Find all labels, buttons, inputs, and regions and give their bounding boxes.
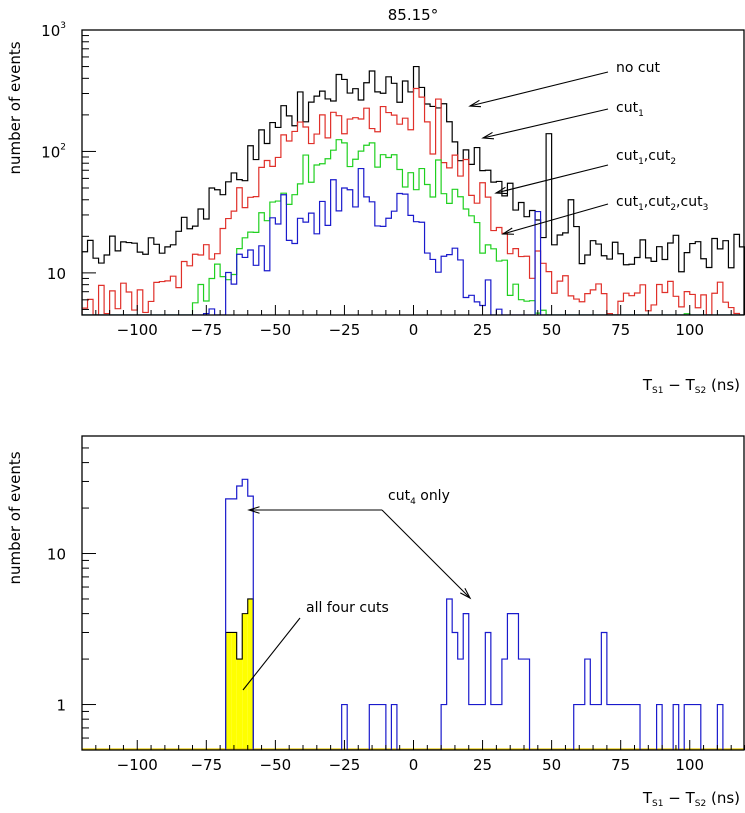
annotation-label: cut1,cut2,cut3 — [616, 194, 708, 213]
top-plot-area — [81, 29, 745, 316]
x-tick-label: −100 — [117, 756, 158, 774]
annotation-line — [242, 617, 301, 691]
x-tick-label: −75 — [190, 756, 222, 774]
x-tick-label: 50 — [542, 321, 561, 339]
plot-frame — [81, 435, 745, 751]
annotation-arrow — [495, 164, 609, 194]
bar-all-four-cuts — [225, 632, 232, 750]
annotation-arrow-head — [468, 99, 482, 108]
annotation-label: cut4 only — [388, 488, 450, 507]
top-y-tick-labels: 10 102 103 — [41, 21, 66, 283]
bar-all-four-cuts — [231, 632, 237, 750]
annotation-arrow — [469, 71, 609, 107]
annotation-arrow-head — [501, 227, 515, 235]
annotation-label: cut1 — [616, 100, 644, 119]
x-tick-label: 0 — [409, 756, 419, 774]
bottom-y-tick-labels: 1 10 — [47, 546, 66, 715]
bottom-plot-area — [81, 435, 745, 751]
bar-all-four-cuts — [242, 613, 248, 750]
annotation-arrow — [381, 509, 471, 599]
histogram-cut4-only — [225, 478, 724, 750]
x-tick-label: 50 — [542, 756, 561, 774]
annotation-arrow-head — [494, 186, 508, 195]
annotation-arrow — [502, 203, 609, 235]
bottom-y-axis-label: number of events — [6, 451, 24, 584]
histogram-cut1 — [82, 87, 745, 315]
bar-all-four-cuts — [236, 659, 243, 750]
annotation-arrow-head — [247, 506, 260, 514]
bottom-annotations: cut4 only all four cuts — [242, 488, 472, 691]
x-tick-label: 25 — [473, 756, 492, 774]
histogram-cut1-cut2 — [82, 139, 745, 315]
annotation-label: all four cuts — [306, 600, 389, 616]
histogram-no-cut — [82, 65, 745, 315]
y-tick-label: 10 — [47, 546, 66, 564]
y-tick-label: 10 — [47, 265, 66, 283]
bottom-x-axis-label: TS1 − TS2 (ns) — [642, 789, 740, 809]
top-chart-panel: 85.15° −100 −75 −50 −25 0 25 50 75 100 10102103 … — [6, 6, 745, 396]
histogram-cut1-cut2-cut3 — [82, 167, 745, 315]
x-tick-label: −50 — [260, 321, 292, 339]
annotation-label: cut1,cut2 — [616, 148, 676, 167]
annotation-label: no cut — [616, 60, 660, 76]
top-annotations: no cut cut1 cut1,cut2 cut1,cut2,cut3 — [468, 60, 708, 235]
annotation-arrow-head — [460, 588, 472, 600]
bottom-x-tick-labels: −100 −75 −50 −25 0 25 50 75 100 — [117, 756, 704, 774]
bottom-chart-panel: −100 −75 −50 −25 0 25 50 75 100 1 10 number of ev… — [6, 435, 745, 809]
y-tick-label: 103 — [41, 21, 66, 40]
top-chart-title: 85.15° — [388, 6, 438, 24]
x-tick-label: −25 — [329, 321, 361, 339]
x-tick-label: 0 — [409, 321, 419, 339]
x-tick-label: 75 — [611, 321, 630, 339]
top-x-axis-label: TS1 − TS2 (ns) — [642, 376, 740, 396]
x-tick-label: −25 — [329, 756, 361, 774]
annotation-arrow — [482, 108, 609, 139]
top-x-tick-labels: −100 −75 −50 −25 0 25 50 75 100 — [117, 321, 704, 339]
x-tick-label: 25 — [473, 321, 492, 339]
x-tick-label: −75 — [190, 321, 222, 339]
bar-all-four-cuts — [247, 598, 254, 750]
x-tick-label: −50 — [260, 756, 292, 774]
plot-frame — [81, 29, 745, 316]
histogram-all-four-cuts — [225, 598, 254, 750]
x-tick-label: 75 — [611, 756, 630, 774]
annotation-arrow-head — [481, 131, 495, 140]
y-tick-label: 1 — [56, 697, 66, 715]
x-tick-label: −100 — [117, 321, 158, 339]
x-tick-label: 100 — [675, 756, 704, 774]
bottom-series-group — [82, 478, 745, 750]
top-y-axis-label: number of events — [6, 41, 24, 174]
top-series-group — [82, 65, 745, 315]
x-tick-label: 100 — [675, 321, 704, 339]
y-tick-label: 102 — [41, 142, 66, 161]
